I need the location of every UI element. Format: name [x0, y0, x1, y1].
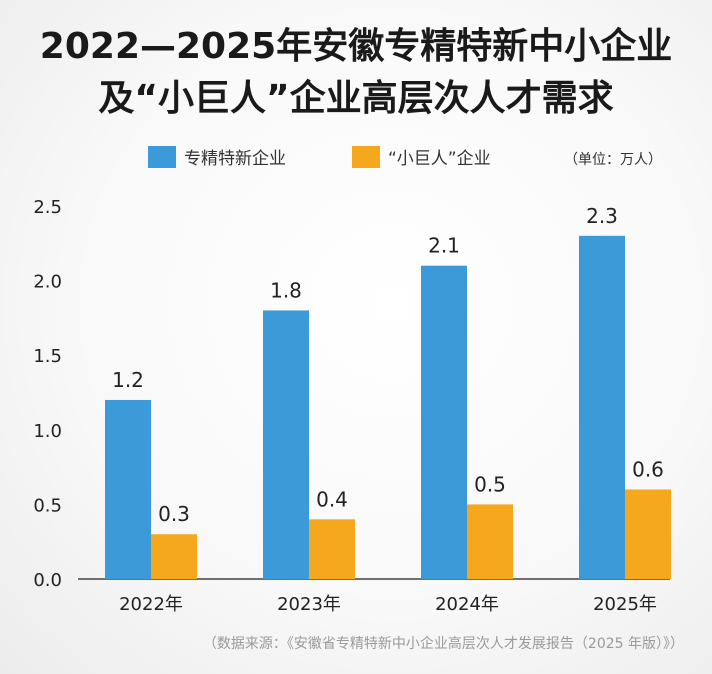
bar-specialized-3: [579, 235, 625, 579]
legend-swatch-little-giant: [352, 146, 380, 168]
legend-swatch-specialized: [148, 146, 176, 168]
x-tick-label-1: 2023年: [277, 594, 341, 615]
chart-title-line2: 及“小巨人”企业高层次人才需求: [98, 77, 613, 119]
y-tick-label-4: 2.0: [33, 272, 62, 293]
x-tick-label-2: 2024年: [435, 594, 499, 615]
legend-label-specialized: 专精特新企业: [184, 149, 286, 169]
y-axis-ticks: 0.0 0.5 1.0 1.5 2.0 2.5: [33, 197, 62, 591]
value-label-little-giant-0: 0.3: [158, 502, 190, 526]
y-tick-label-3: 1.5: [33, 346, 62, 367]
value-label-specialized-1: 1.8: [270, 278, 302, 302]
x-tick-label-0: 2022年: [119, 594, 183, 615]
bar-little-giant-0: [151, 534, 197, 579]
value-label-little-giant-1: 0.4: [316, 487, 348, 511]
legend-label-little-giant: “小巨人”企业: [388, 149, 491, 169]
value-label-little-giant-2: 0.5: [474, 472, 506, 496]
y-tick-label-0: 0.0: [33, 570, 62, 591]
source-note: （数据来源：《安徽省专精特新中小企业高层次人才发展报告（2025 年版）》）: [203, 635, 684, 652]
unit-label: （单位：万人）: [564, 152, 662, 168]
value-label-specialized-3: 2.3: [586, 204, 618, 228]
bar-specialized-2: [421, 265, 467, 579]
y-tick-label-5: 2.5: [33, 197, 62, 218]
y-tick-label-1: 0.5: [33, 495, 62, 516]
bar-specialized-0: [105, 399, 151, 579]
bar-specialized-1: [263, 310, 309, 579]
x-tick-label-3: 2025年: [593, 594, 657, 615]
bar-little-giant-3: [625, 489, 671, 579]
y-tick-label-2: 1.0: [33, 421, 62, 442]
x-axis-labels: 2022年 2023年 2024年 2025年: [119, 594, 657, 615]
value-label-little-giant-3: 0.6: [632, 457, 664, 481]
value-label-specialized-2: 2.1: [428, 234, 460, 258]
bars-group: 1.2 0.3 1.8 0.4 2.1 0.5 2.3 0.6: [105, 204, 671, 579]
bar-little-giant-1: [309, 519, 355, 579]
value-label-specialized-0: 1.2: [112, 368, 144, 392]
chart-title-line1: 2022—2025年安徽专精特新中小企业: [40, 25, 672, 67]
bar-little-giant-2: [467, 504, 513, 579]
